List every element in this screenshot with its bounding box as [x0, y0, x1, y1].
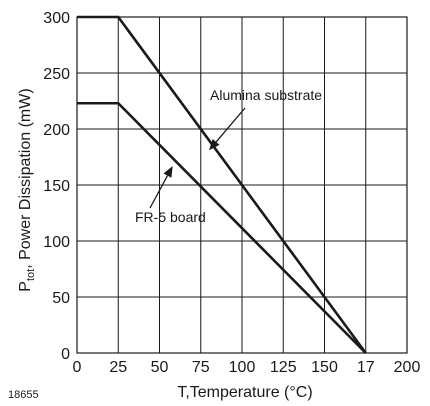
y-tick-label: 300: [43, 10, 70, 27]
x-tick-label: 17: [357, 359, 375, 376]
annotation-arrow-line: [215, 107, 246, 143]
y-axis-label-rest: , Power Dissipation (mW): [17, 88, 34, 268]
x-tick-labels: 0 25 50 75 100 125 150 17 200: [73, 359, 421, 376]
x-tick-label: 75: [192, 359, 210, 376]
y-tick-label: 200: [43, 122, 70, 139]
x-axis-label: T,Temperature (°C): [177, 384, 312, 401]
annotation-fr5-board: FR-5 board: [135, 209, 206, 225]
y-tick-label: 100: [43, 234, 70, 251]
y-axis-label: Ptot, Power Dissipation (mW): [17, 88, 37, 291]
y-tick-labels: 0 50 100 150 200 250 300: [43, 10, 70, 363]
annotation-arrow-head: [209, 138, 220, 151]
series-line-fr-5-board: [77, 101, 367, 354]
y-axis-label-subscript: tot: [25, 269, 37, 281]
y-axis-label-main: P: [17, 281, 34, 292]
figure-number: 18655: [8, 389, 39, 401]
y-tick-label: 250: [43, 66, 70, 83]
x-tick-label: 200: [394, 359, 421, 376]
annotation-arrows: [149, 107, 246, 209]
x-tick-label: 125: [270, 359, 297, 376]
x-tick-label: 100: [229, 359, 256, 376]
y-tick-label: 150: [43, 178, 70, 195]
y-tick-label: 50: [52, 290, 70, 307]
x-tick-label: 25: [109, 359, 127, 376]
x-tick-label: 0: [73, 359, 82, 376]
x-tick-label: 50: [151, 359, 169, 376]
x-tick-label: 150: [311, 359, 338, 376]
y-tick-label: 0: [61, 346, 70, 363]
annotation-alumina-substrate: Alumina substrate: [210, 87, 322, 103]
annotation-arrow-line: [149, 175, 169, 209]
plot-frame: [76, 16, 408, 354]
annotation-arrow-head: [163, 165, 173, 178]
